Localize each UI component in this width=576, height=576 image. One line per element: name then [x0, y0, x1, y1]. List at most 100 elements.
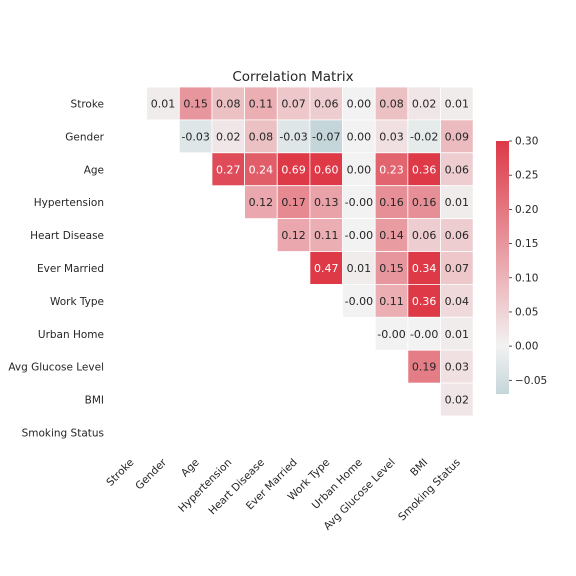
heatmap-cell [276, 218, 311, 252]
cell-value-label: 0.08 [216, 97, 241, 110]
column-label: Stroke [104, 457, 136, 489]
heatmap-cell [440, 251, 474, 285]
heatmap-cell [309, 152, 343, 187]
cell-value-label: -0.00 [410, 328, 438, 341]
cell-value-label: -0.03 [181, 130, 209, 143]
heatmap-cell [407, 283, 441, 318]
heatmap-cell [342, 251, 376, 285]
heatmap-cell [244, 185, 278, 219]
cell-value-label: 0.13 [314, 196, 339, 209]
cell-value-label: 0.02 [445, 394, 470, 407]
column-label: BMI [408, 457, 430, 479]
colorbar-tick-label: 0.20 [515, 204, 538, 216]
heatmap-cell [374, 251, 409, 285]
cell-value-label: 0.02 [412, 97, 437, 110]
heatmap-cell [276, 185, 311, 219]
cell-value-label: 0.16 [412, 196, 437, 209]
heatmap-cell [440, 316, 474, 351]
cell-value-label: -0.07 [312, 130, 340, 143]
heatmap-cell [374, 86, 409, 121]
cell-value-label: 0.60 [314, 163, 339, 176]
row-label: Work Type [50, 296, 104, 308]
heatmap-cell [407, 119, 441, 154]
cell-value-label: 0.08 [379, 97, 404, 110]
row-label: Urban Home [38, 329, 104, 341]
colorbar-tick-label: 0.00 [515, 341, 538, 353]
cell-value-label: 0.01 [445, 328, 470, 341]
cell-value-label: 0.11 [314, 229, 339, 242]
colorbar-tick-label: 0.15 [515, 238, 538, 250]
row-label: Gender [65, 131, 104, 143]
cell-value-label: 0.03 [379, 130, 404, 143]
cell-value-label: 0.69 [281, 163, 306, 176]
cell-value-label: 0.01 [445, 97, 470, 110]
row-label: Hypertension [34, 197, 104, 209]
column-label: Age [179, 457, 202, 480]
cell-value-label: 0.34 [412, 262, 437, 275]
cell-value-label: -0.00 [345, 229, 373, 242]
heatmap-cell [244, 152, 278, 187]
row-label: Heart Disease [30, 230, 104, 242]
row-label: BMI [85, 395, 104, 407]
cell-value-label: 0.07 [445, 262, 470, 275]
cell-value-label: 0.04 [445, 295, 470, 308]
colorbar-tick-label: 0.05 [515, 306, 538, 318]
chart-title: Correlation Matrix [232, 69, 353, 85]
heatmap-cell [407, 316, 441, 351]
cell-value-label: 0.01 [445, 196, 470, 209]
cell-value-label: 0.47 [314, 262, 339, 275]
colorbar-gradient [496, 141, 509, 394]
cell-value-label: 0.14 [379, 229, 404, 242]
cell-value-label: -0.00 [345, 295, 373, 308]
cell-value-label: -0.00 [377, 328, 405, 341]
cell-value-label: 0.03 [445, 361, 470, 374]
heatmap-cell [309, 251, 343, 285]
cell-value-label: 0.00 [347, 163, 372, 176]
column-label: Smoking Status [396, 457, 463, 524]
cell-value-label: 0.12 [249, 196, 274, 209]
colorbar-tick-label: 0.25 [515, 170, 538, 182]
colorbar-tick-label: 0.30 [515, 136, 538, 148]
cell-value-label: 0.06 [445, 163, 470, 176]
cell-value-label: 0.11 [379, 295, 404, 308]
cell-value-label: 0.11 [249, 97, 274, 110]
heatmap-cell [407, 349, 441, 384]
heatmap-cell [440, 86, 474, 121]
cell-value-label: 0.15 [379, 262, 404, 275]
colorbar-tick-label: 0.10 [515, 272, 538, 284]
heatmap-cell [211, 119, 245, 154]
heatmap-cell [342, 218, 376, 252]
cell-value-label: 0.09 [445, 130, 470, 143]
cell-value-label: 0.06 [445, 229, 470, 242]
cell-value-label: 0.17 [281, 196, 306, 209]
cell-value-label: -0.00 [345, 196, 373, 209]
heatmap-cell [276, 152, 311, 187]
heatmap-cells [146, 86, 474, 417]
cell-value-label: 0.23 [379, 163, 404, 176]
cell-value-label: 0.02 [216, 130, 241, 143]
heatmap-cell [309, 218, 343, 252]
cell-value-label: -0.03 [279, 130, 307, 143]
cell-value-label: 0.06 [412, 229, 437, 242]
colorbar-tick-label: −0.05 [515, 375, 547, 387]
heatmap-cell [146, 86, 180, 121]
cell-value-label: 0.27 [216, 163, 241, 176]
cell-value-label: 0.01 [347, 262, 372, 275]
heatmap-cell [211, 152, 245, 187]
cell-value-label: 0.00 [347, 97, 372, 110]
heatmap-cell [178, 86, 213, 121]
heatmap-cell [342, 185, 376, 219]
cell-value-label: -0.02 [410, 130, 438, 143]
row-label: Avg Glucose Level [8, 362, 104, 374]
heatmap-cell [440, 218, 474, 252]
cell-value-label: 0.16 [379, 196, 404, 209]
heatmap-cell [440, 152, 474, 187]
heatmap-cell [374, 283, 409, 318]
heatmap-cell [342, 283, 376, 318]
colorbar: 0.30 0.25 0.20 0.15 0.10 0.05 0.00 −0.05 [496, 136, 547, 394]
heatmap-cell [440, 119, 474, 154]
column-label: Gender [133, 456, 169, 492]
cell-value-label: 0.06 [314, 97, 339, 110]
heatmap-cell [309, 86, 343, 121]
